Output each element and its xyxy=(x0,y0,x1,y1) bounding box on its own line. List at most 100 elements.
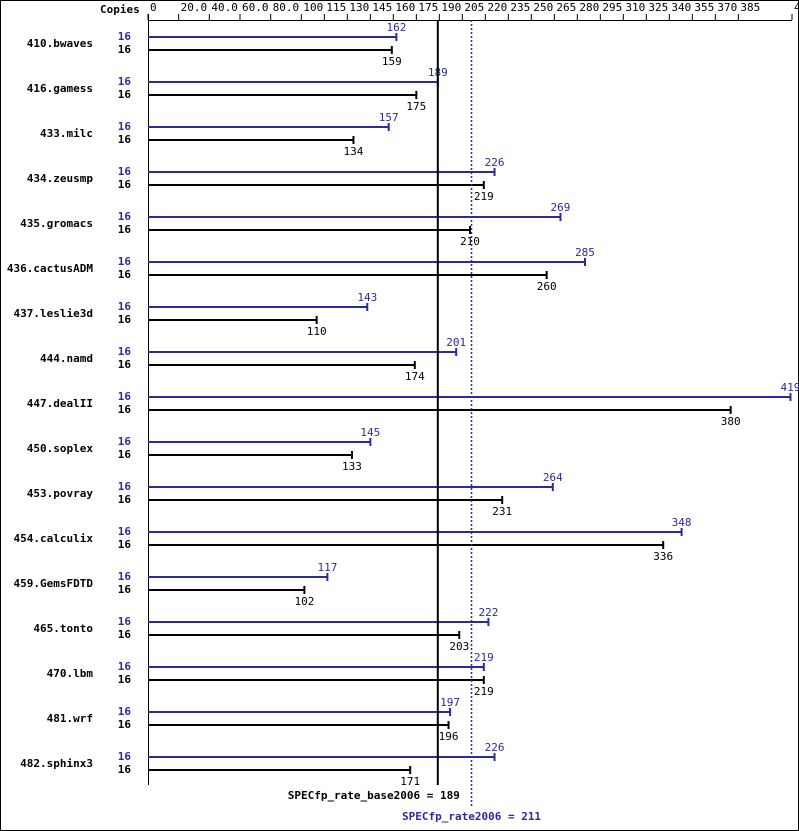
x-tick-label: 20.0 xyxy=(181,1,208,14)
value-label: 336 xyxy=(653,550,673,563)
value-label: 226 xyxy=(485,741,505,754)
copies-label: 16 xyxy=(118,403,132,416)
value-label: 285 xyxy=(575,246,595,259)
copies-label: 16 xyxy=(118,210,132,223)
copies-label: 16 xyxy=(118,75,132,88)
value-label: 197 xyxy=(440,696,460,709)
x-tick-label: 175 xyxy=(418,1,438,14)
value-label: 260 xyxy=(537,280,557,293)
benchmark-label: 470.lbm xyxy=(47,667,94,680)
benchmark-label: 481.wrf xyxy=(47,712,93,725)
x-tick-label: 355 xyxy=(694,1,714,14)
copies-label: 16 xyxy=(118,583,132,596)
benchmark-label: 444.namd xyxy=(40,352,93,365)
copies-label: 16 xyxy=(118,313,132,326)
value-label: 419 xyxy=(781,381,799,394)
copies-label: 16 xyxy=(118,435,132,448)
value-label: 171 xyxy=(400,775,420,788)
copies-label: 16 xyxy=(118,300,132,313)
x-tick-label: 295 xyxy=(602,1,622,14)
copies-label: 16 xyxy=(118,480,132,493)
value-label: 380 xyxy=(721,415,741,428)
x-tick-label: 60.0 xyxy=(242,1,269,14)
value-label: 219 xyxy=(474,190,494,203)
x-tick-label: 130 xyxy=(349,1,369,14)
benchmark-label: 482.sphinx3 xyxy=(20,757,93,770)
x-tick-label: 205 xyxy=(464,1,484,14)
x-tick-label: 340 xyxy=(671,1,691,14)
value-label: 226 xyxy=(485,156,505,169)
copies-label: 16 xyxy=(118,628,132,641)
copies-label: 16 xyxy=(118,525,132,538)
copies-label: 16 xyxy=(118,570,132,583)
x-tick-label: 250 xyxy=(533,1,553,14)
value-label: 174 xyxy=(405,370,425,383)
copies-label: 16 xyxy=(118,255,132,268)
copies-label: 16 xyxy=(118,178,132,191)
copies-label: 16 xyxy=(118,718,132,731)
value-label: 102 xyxy=(294,595,314,608)
copies-label: 16 xyxy=(118,268,132,281)
benchmark-label: 433.milc xyxy=(40,127,93,140)
copies-label: 16 xyxy=(118,615,132,628)
copies-label: 16 xyxy=(118,345,132,358)
value-label: 219 xyxy=(474,685,494,698)
value-label: 269 xyxy=(551,201,571,214)
x-tick-label: 80.0 xyxy=(273,1,300,14)
x-tick-label: 265 xyxy=(556,1,576,14)
x-tick-label: 420 xyxy=(794,1,799,14)
x-tick-label: 280 xyxy=(579,1,599,14)
value-label: 145 xyxy=(360,426,380,439)
value-label: 143 xyxy=(357,291,377,304)
copies-label: 16 xyxy=(118,493,132,506)
copies-label: 16 xyxy=(118,133,132,146)
copies-label: 16 xyxy=(118,705,132,718)
benchmark-label: 434.zeusmp xyxy=(27,172,94,185)
value-label: 219 xyxy=(474,651,494,664)
copies-header: Copies xyxy=(100,3,140,16)
x-tick-label: 385 xyxy=(740,1,760,14)
copies-label: 16 xyxy=(118,763,132,776)
value-label: 231 xyxy=(492,505,512,518)
value-label: 159 xyxy=(382,55,402,68)
value-label: 110 xyxy=(307,325,327,338)
benchmark-label: 459.GemsFDTD xyxy=(14,577,94,590)
value-label: 157 xyxy=(379,111,399,124)
reference-label: SPECfp_rate2006 = 211 xyxy=(402,810,541,823)
benchmark-label: 450.soplex xyxy=(27,442,94,455)
benchmark-label: 454.calculix xyxy=(14,532,94,545)
value-label: 348 xyxy=(672,516,692,529)
value-label: 264 xyxy=(543,471,563,484)
x-tick-label: 100 xyxy=(303,1,323,14)
x-tick-label: 0 xyxy=(150,1,157,14)
copies-label: 16 xyxy=(118,390,132,403)
benchmark-label: 437.leslie3d xyxy=(14,307,93,320)
copies-label: 16 xyxy=(118,223,132,236)
copies-label: 16 xyxy=(118,673,132,686)
copies-label: 16 xyxy=(118,30,132,43)
copies-label: 16 xyxy=(118,120,132,133)
x-tick-label: 115 xyxy=(326,1,346,14)
copies-label: 16 xyxy=(118,358,132,371)
x-tick-label: 160 xyxy=(395,1,415,14)
copies-label: 16 xyxy=(118,750,132,763)
value-label: 196 xyxy=(439,730,459,743)
x-tick-label: 370 xyxy=(717,1,737,14)
x-tick-label: 310 xyxy=(625,1,645,14)
value-label: 222 xyxy=(478,606,498,619)
value-label: 175 xyxy=(406,100,426,113)
value-label: 203 xyxy=(449,640,469,653)
reference-label: SPECfp_rate_base2006 = 189 xyxy=(288,789,460,802)
x-tick-label: 190 xyxy=(441,1,461,14)
benchmark-label: 435.gromacs xyxy=(20,217,93,230)
x-tick-label: 235 xyxy=(510,1,530,14)
benchmark-label: 453.povray xyxy=(27,487,94,500)
benchmark-label: 447.dealII xyxy=(27,397,93,410)
copies-label: 16 xyxy=(118,165,132,178)
value-label: 117 xyxy=(317,561,337,574)
copies-label: 16 xyxy=(118,448,132,461)
value-label: 162 xyxy=(386,21,406,34)
benchmark-label: 436.cactusADM xyxy=(7,262,93,275)
copies-label: 16 xyxy=(118,538,132,551)
